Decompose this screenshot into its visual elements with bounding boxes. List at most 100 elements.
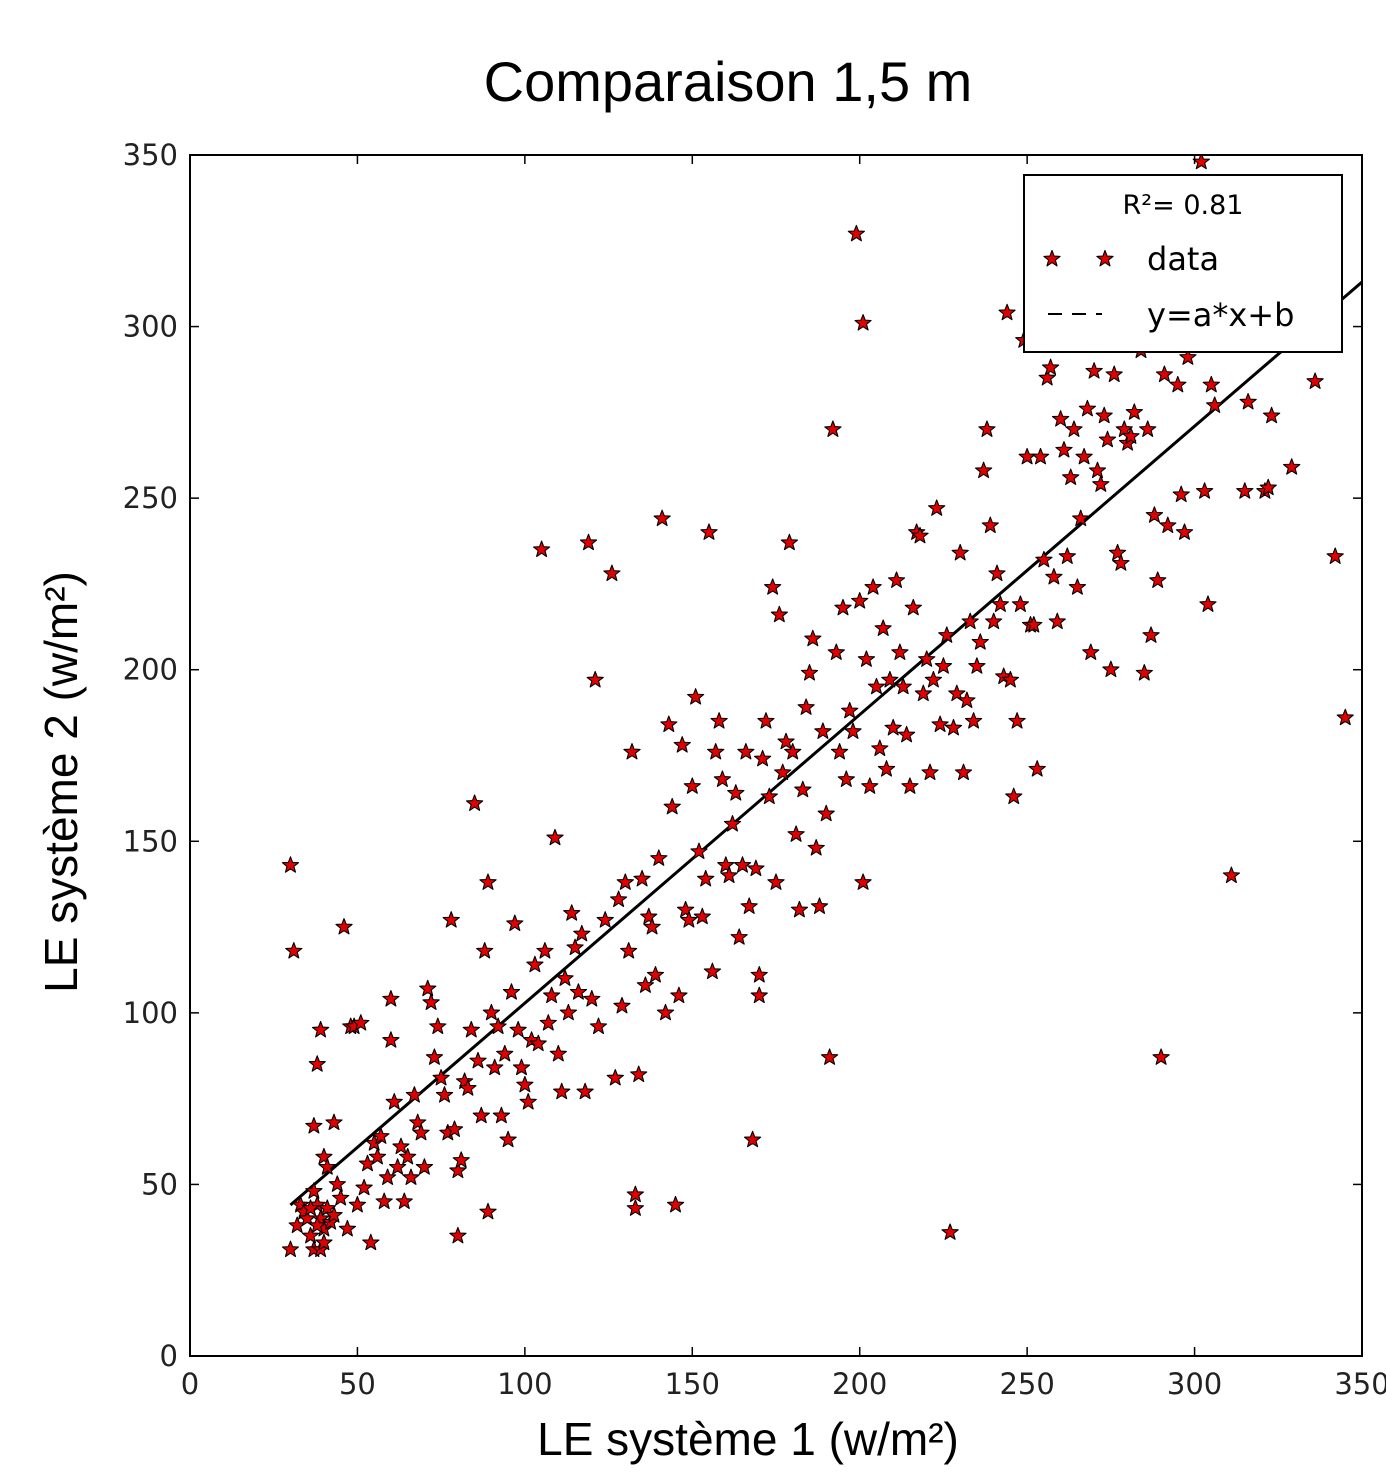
data-point [539,1014,557,1031]
data-point [891,643,909,660]
data-point [1259,478,1277,496]
data-point [332,1189,350,1206]
data-point [452,1151,470,1168]
data-point [502,983,521,1000]
data-point [720,866,738,884]
data-point [871,739,889,757]
data-point [887,571,906,588]
data-point [301,1226,320,1244]
data-point [476,942,494,959]
data-point [1008,712,1026,729]
data-point [844,722,862,739]
data-point [576,1082,594,1100]
data-point [633,869,651,887]
legend-entry-data: data [1147,240,1219,278]
data-point [663,797,681,815]
data-point [1172,485,1190,503]
data-point [1001,670,1020,688]
data-point [884,718,902,736]
data-point [897,725,916,743]
data-point [375,1192,393,1210]
data-point [465,794,484,811]
data-point [372,1127,390,1144]
data-point [338,1219,357,1237]
data-point [1025,616,1043,633]
data-point [435,1086,454,1103]
data-point [676,900,695,918]
data-point [285,942,303,959]
data-point [854,873,872,890]
data-point [496,1044,514,1062]
data-point [961,612,979,630]
data-point [814,722,832,739]
data-point [549,1044,567,1062]
data-point [546,828,564,846]
chart-title: Comparaison 1,5 m [484,50,973,113]
data-point [851,592,869,609]
data-point [988,564,1006,582]
data-point [402,1168,420,1185]
data-point [318,1199,336,1216]
data-point [713,770,732,787]
data-point [432,1069,450,1086]
data-point [382,990,400,1007]
data-point [348,1195,367,1213]
data-point [743,1130,762,1148]
data-point [650,849,668,866]
data-point [646,966,665,983]
data-point [794,780,812,798]
data-point [1082,643,1100,660]
data-point [1175,523,1194,540]
data-point [1179,348,1197,365]
data-point [904,598,922,616]
y-tick-label: 350 [123,138,178,172]
legend-entry-fit: y=a*x+b [1147,296,1294,334]
data-point [556,969,574,986]
data-point [472,1106,490,1124]
data-point [824,420,842,437]
data-point [914,684,932,702]
data-point [1145,506,1164,523]
y-axis-label: LE système 2 (w/m²) [35,571,87,993]
data-point [362,1233,380,1251]
data-point [1139,420,1157,437]
data-point [985,612,1003,630]
data-point [492,1106,511,1124]
data-point [864,578,882,595]
data-point [415,1158,434,1175]
x-tick-label: 200 [832,1367,887,1401]
data-point [382,1031,400,1048]
legend-marker [1096,249,1114,267]
data-point [797,698,815,715]
data-point [774,763,792,781]
data-point [1283,458,1301,475]
x-tick-label: 0 [181,1367,199,1401]
data-point [854,314,872,331]
data-point [399,1147,417,1165]
data-point [666,1195,685,1213]
data-point [697,869,715,887]
y-axis: 0 50 100 150 200 250 300 350 [123,138,1362,1373]
data-point [981,516,999,534]
data-point [516,1075,534,1093]
data-point [958,691,976,709]
data-point [352,1014,370,1031]
data-point [425,1048,444,1065]
data-point [1149,571,1167,588]
data-point [827,643,845,660]
data-point [519,1093,537,1110]
data-point [385,1093,403,1110]
data-point [623,743,641,760]
y-tick-label: 150 [123,824,178,858]
data-point [281,856,300,873]
data-point [1159,516,1177,534]
x-tick-label: 50 [339,1367,376,1401]
data-point [569,983,588,1000]
data-point [1051,410,1070,427]
data-point [804,629,822,647]
data-point [703,962,722,980]
data-point [911,526,929,544]
data-point [325,1113,343,1131]
data-point [526,955,544,973]
data-point [613,996,631,1014]
